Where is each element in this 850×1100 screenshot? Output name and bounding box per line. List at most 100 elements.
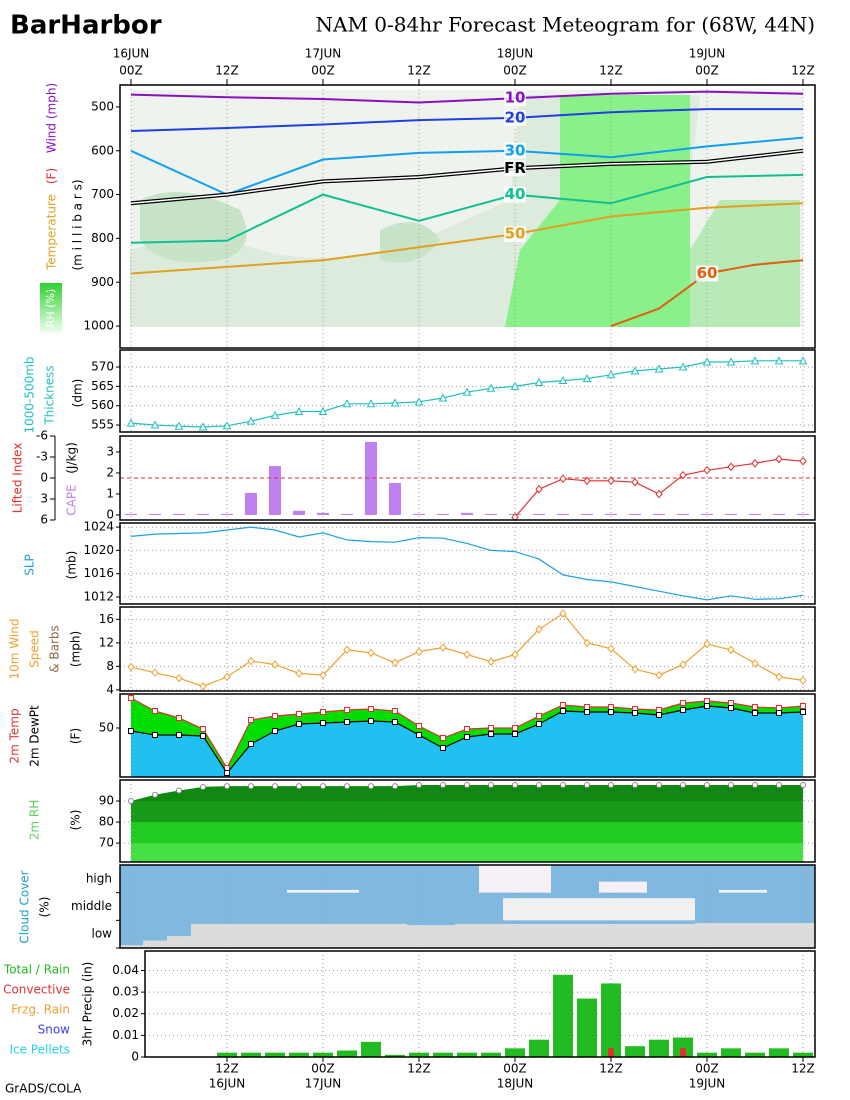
y-label: Wind (mph) — [45, 83, 59, 153]
marker — [390, 398, 400, 407]
bar — [317, 512, 329, 515]
marker — [800, 703, 806, 709]
marker — [464, 726, 470, 732]
bar — [293, 510, 305, 515]
marker — [128, 798, 134, 805]
bar — [221, 513, 233, 515]
panel-frame — [119, 522, 816, 605]
marker — [152, 791, 158, 798]
y-tick-label: 600 — [91, 143, 114, 157]
bar — [413, 513, 425, 515]
marker — [176, 715, 182, 721]
marker — [224, 770, 230, 776]
marker — [800, 782, 806, 789]
marker — [800, 709, 806, 715]
marker — [392, 783, 398, 790]
x-tick-label: 12Z — [791, 64, 815, 78]
marker — [560, 702, 566, 708]
bar — [365, 441, 377, 515]
marker — [152, 708, 158, 714]
panel-frame — [119, 779, 816, 863]
x-tick-label: 00Z — [503, 1062, 527, 1076]
marker — [775, 454, 783, 464]
marker — [584, 704, 590, 710]
panel-background — [120, 607, 815, 691]
cloud-cover — [791, 923, 815, 948]
cloud-cover — [599, 881, 623, 893]
cloud-cover — [599, 898, 623, 921]
cloud-cover — [671, 923, 695, 948]
marker — [680, 782, 686, 789]
y-tick-label: 0.01 — [112, 1028, 139, 1042]
marker — [199, 682, 207, 691]
bar — [769, 1048, 789, 1057]
cloud-cover — [647, 898, 671, 921]
y-tick-label: 4 — [106, 682, 114, 696]
panel-frame — [119, 864, 816, 949]
cloud-cover — [503, 865, 527, 893]
cloud-cover — [287, 889, 311, 893]
marker — [464, 782, 470, 789]
bar — [341, 513, 353, 515]
marker — [294, 406, 304, 415]
marker — [750, 356, 760, 365]
cloud-cover — [407, 925, 431, 948]
y2-tick-label: 0 — [40, 471, 48, 485]
chart-title: NAM 0-84hr Forecast Meteogram for (68W, … — [316, 13, 816, 37]
marker — [366, 399, 376, 408]
cloud-cover — [311, 889, 335, 893]
panel-frame — [119, 349, 816, 433]
y-tick-label: 70 — [99, 836, 114, 850]
cloud-cover — [527, 898, 551, 921]
bar — [721, 1048, 741, 1057]
y-tick-label: middle — [71, 899, 112, 913]
y2-tick-label: 6 — [40, 513, 48, 527]
marker — [608, 704, 614, 710]
y-tick-label: 0.02 — [112, 1006, 139, 1020]
cloud-cover — [695, 923, 719, 948]
contour-line — [130, 108, 803, 132]
bar — [269, 466, 281, 515]
cloud-cover — [479, 923, 503, 948]
marker — [632, 782, 638, 789]
marker — [776, 782, 782, 789]
legend-label: Convective — [3, 983, 70, 997]
y-label: (mb) — [65, 551, 79, 580]
marker — [127, 662, 135, 672]
marker — [488, 725, 494, 731]
bar — [409, 1052, 429, 1057]
marker — [703, 639, 711, 649]
marker — [320, 783, 326, 790]
cloud-cover — [120, 945, 143, 948]
y-label: (m i l l i b a r s) — [71, 179, 85, 270]
marker — [512, 731, 518, 737]
cloud-cover — [623, 923, 647, 948]
y-label: CAPE — [65, 484, 79, 515]
marker — [392, 708, 398, 714]
marker — [392, 719, 398, 725]
x-tick-date: 18JUN — [497, 1077, 534, 1091]
marker — [608, 782, 614, 789]
panel-frame — [119, 84, 816, 349]
bar — [125, 513, 137, 515]
bar — [533, 513, 545, 515]
bar — [629, 513, 641, 515]
bar — [265, 1052, 285, 1057]
marker — [727, 462, 735, 472]
marker — [152, 732, 158, 738]
y-label: 2m RH — [28, 800, 42, 841]
bar — [361, 1041, 381, 1057]
marker — [534, 377, 544, 386]
marker — [270, 410, 280, 419]
bar — [725, 513, 737, 515]
bar — [389, 483, 401, 515]
marker — [536, 782, 542, 789]
x-tick-date: 18JUN — [497, 47, 534, 61]
cloud-cover — [311, 923, 335, 948]
x-tick-date: 16JUN — [113, 47, 150, 61]
y-label: (F) — [45, 168, 59, 184]
marker — [752, 710, 758, 716]
bar — [581, 513, 593, 515]
marker — [440, 745, 446, 751]
marker — [224, 783, 230, 790]
